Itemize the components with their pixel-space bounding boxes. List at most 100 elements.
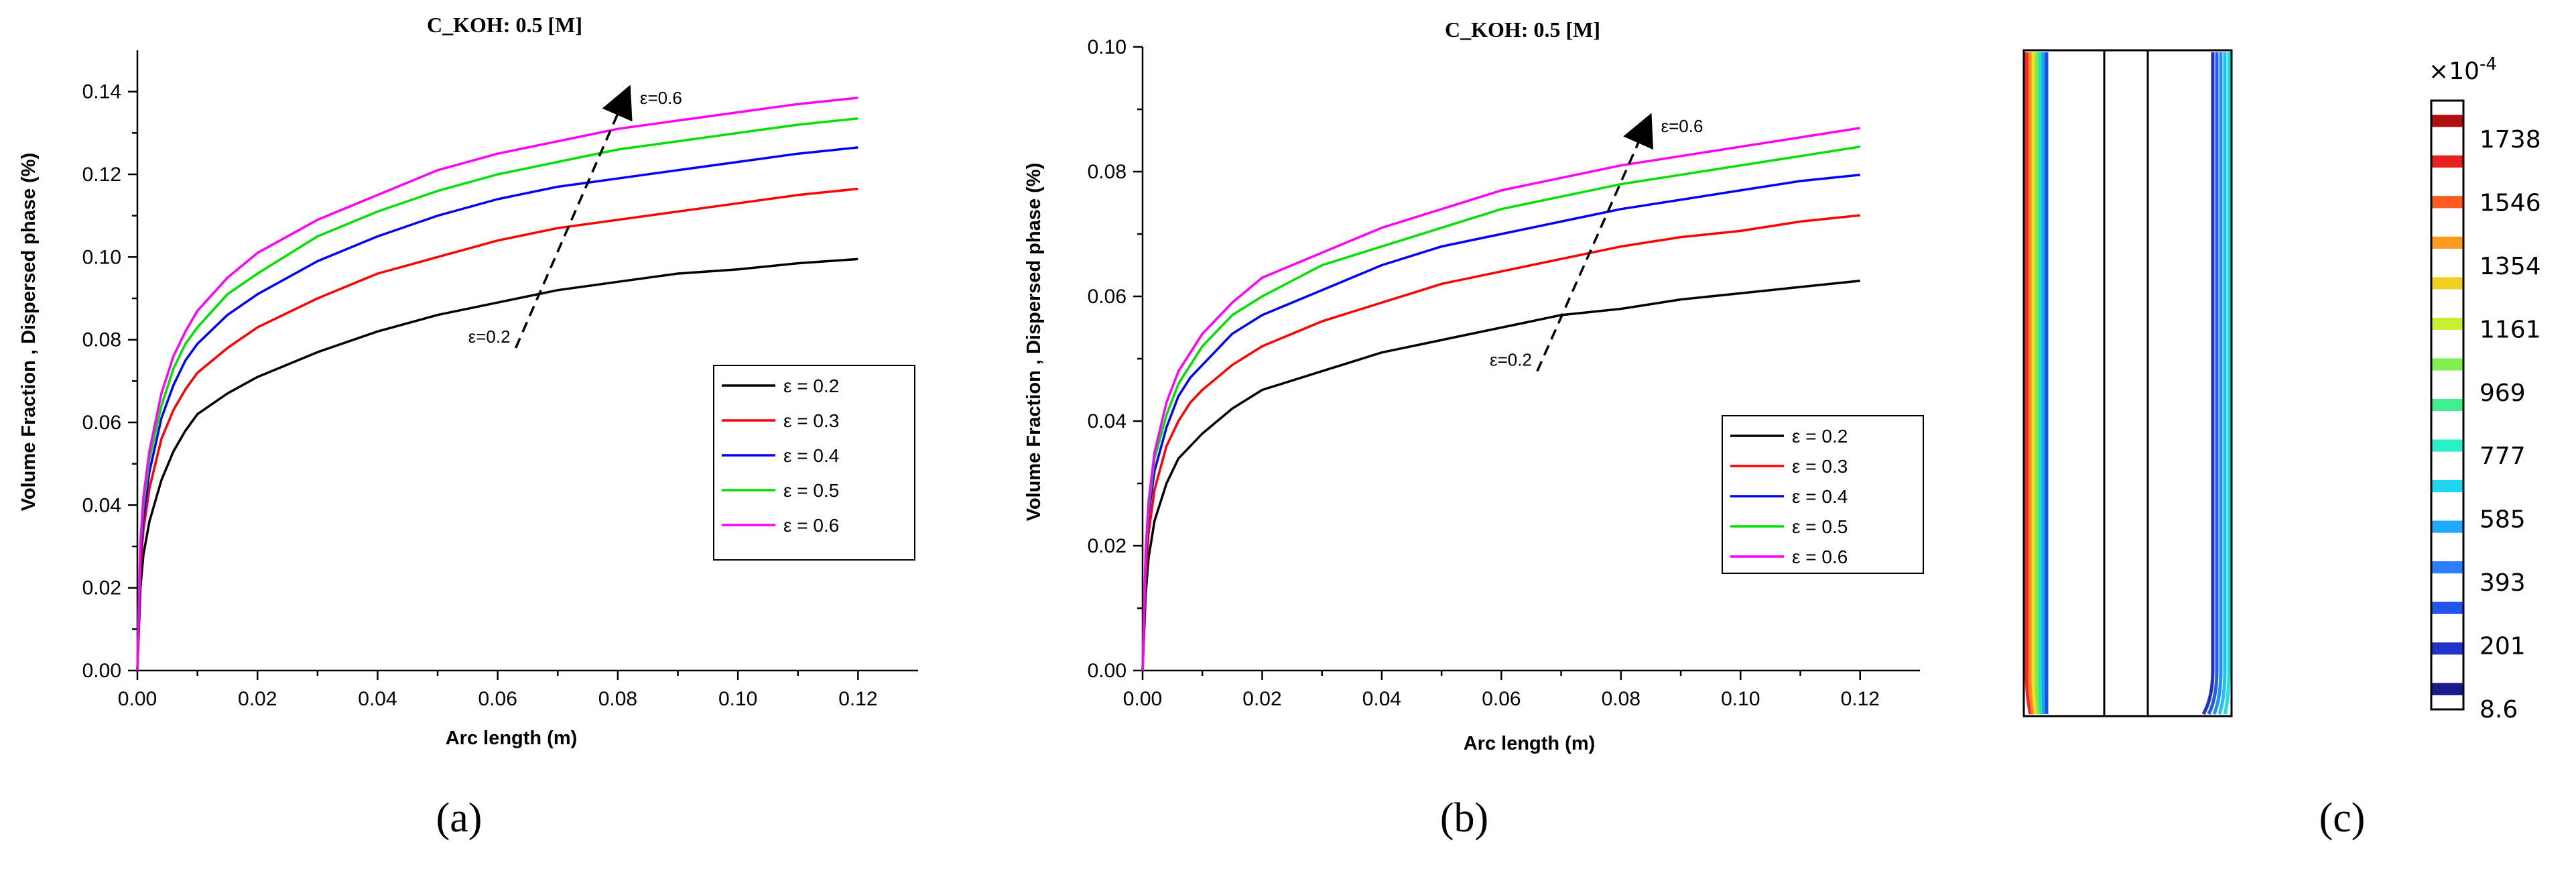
colorbar-band: [2431, 439, 2463, 452]
legend-label: ε = 0.3: [1792, 456, 1848, 477]
ticks: 0.00 0.02 0.04 0.06 0.08 0.10 0.12 0.00 0.02 0.04…: [1088, 36, 1880, 710]
legend-label: ε = 0.6: [783, 515, 839, 536]
colorbar-tick-label: 777: [2480, 443, 2526, 470]
colorbar-band: [2431, 236, 2463, 249]
colorbar: ×10-4 1738 1546 1354 1161 969 777 585 393 201 8.6: [2429, 54, 2541, 723]
contour-line: [2201, 52, 2215, 715]
contour-line: [2212, 52, 2223, 715]
contour-line: [2031, 52, 2038, 715]
colorbar-tick-label: 1546: [2480, 189, 2541, 217]
legend-label: ε = 0.5: [783, 480, 839, 501]
legend-label: ε = 0.2: [1792, 426, 1848, 447]
colorbar-band: [2431, 317, 2463, 331]
y-tick-label: 0.12: [82, 164, 121, 186]
y-tick-label: 0.04: [1088, 410, 1126, 432]
colorbar-tick-label: 1161: [2480, 316, 2541, 343]
y-axis-label: Volume Fraction , Dispersed phase (%): [1023, 163, 1045, 521]
ticks: 0.00 0.02 0.04 0.06 0.08 0.10 0.12 0.00 0.02 0.04…: [82, 81, 878, 710]
x-tick-label: 0.12: [1841, 688, 1880, 710]
x-tick-label: 0.02: [1242, 688, 1281, 710]
colorbar-band: [2431, 520, 2463, 533]
series-line: [136, 257, 858, 671]
x-tick-label: 0.00: [118, 688, 157, 710]
arrow-end-label: ε=0.6: [640, 88, 682, 108]
legend-label: ε = 0.4: [1792, 486, 1848, 507]
colorbar-band: [2431, 358, 2463, 371]
series-line: [136, 117, 858, 671]
y-tick-label: 0.10: [1088, 36, 1126, 58]
contour-plot: [2022, 49, 2233, 717]
chart-panel-a: C_KOH: 0.5 [M] Arc length (m) Volume Fra…: [18, 13, 918, 841]
series-line: [136, 146, 858, 671]
x-tick-label: 0.08: [1602, 688, 1640, 710]
chart-title: C_KOH: 0.5 [M]: [1445, 17, 1600, 42]
colorbar-band: [2431, 398, 2463, 412]
contour-line: [2024, 52, 2033, 715]
contour-line: [2207, 52, 2219, 715]
x-axis-label: Arc length (m): [1464, 733, 1596, 754]
x-axis-label: Arc length (m): [446, 728, 578, 749]
series-line: [1141, 127, 1861, 671]
y-tick-label: 0.04: [82, 494, 121, 516]
x-tick-label: 0.00: [1123, 688, 1162, 710]
x-tick-label: 0.10: [718, 688, 757, 710]
series-line: [136, 187, 858, 671]
y-tick-label: 0.02: [82, 577, 121, 599]
arrow-annotation: ε=0.2 ε=0.6: [468, 84, 682, 349]
x-tick-label: 0.06: [478, 688, 517, 710]
legend-label: ε = 0.4: [783, 445, 839, 466]
arrow-start-label: ε=0.2: [468, 327, 511, 347]
y-tick-label: 0.10: [82, 246, 121, 268]
series-line: [1141, 214, 1860, 671]
x-tick-label: 0.04: [1362, 688, 1401, 710]
colorbar-band: [2431, 561, 2463, 574]
y-tick-label: 0.14: [82, 81, 121, 103]
x-tick-label: 0.06: [1482, 688, 1521, 710]
colorbar-band: [2431, 196, 2463, 209]
colorbar-tick-label: 1354: [2480, 253, 2541, 280]
y-tick-label: 0.06: [82, 412, 121, 434]
colorbar-tick-label: 393: [2480, 569, 2526, 597]
colorbar-tick-label: 1738: [2480, 126, 2541, 154]
series-lines: [1141, 127, 1861, 671]
legend: ε = 0.2 ε = 0.3 ε = 0.4 ε = 0.5 ε = 0.6: [713, 365, 915, 561]
colorbar-band: [2431, 115, 2463, 127]
panel-label-c: (c): [2319, 795, 2366, 841]
colorbar-band: [2431, 683, 2463, 695]
chart-panel-b: C_KOH: 0.5 [M] Arc length (m) Volume Fra…: [1023, 17, 1924, 841]
x-tick-label: 0.02: [238, 688, 277, 710]
colorbar-exponent: ×10-4: [2429, 54, 2497, 85]
colorbar-tick-label: 8.6: [2480, 696, 2518, 723]
x-tick-label: 0.08: [598, 688, 637, 710]
contour-line: [2028, 52, 2035, 715]
colorbar-band: [2431, 642, 2463, 655]
y-tick-label: 0.02: [1088, 535, 1126, 557]
colorbar-tick-label: 969: [2480, 380, 2526, 407]
colorbar-band: [2431, 601, 2463, 614]
series-line: [1141, 146, 1861, 671]
arrow: [1536, 113, 1654, 372]
legend-label: ε = 0.2: [783, 375, 839, 396]
y-tick-label: 0.08: [82, 329, 121, 351]
x-tick-label: 0.04: [358, 688, 397, 710]
contour-line: [2223, 52, 2231, 715]
contour-panel-c: ×10-4 1738 1546 1354 1161 969 777 585 393 201 8.6…: [2022, 49, 2541, 841]
x-tick-label: 0.10: [1721, 688, 1760, 710]
x-tick-label: 0.12: [838, 688, 877, 710]
y-tick-label: 0.00: [82, 660, 121, 682]
axes: [136, 50, 918, 672]
series-line: [1141, 173, 1860, 671]
contour-line: [2217, 52, 2227, 715]
arrow-annotation: ε=0.2 ε=0.6: [1490, 113, 1703, 372]
legend: ε = 0.2 ε = 0.3 ε = 0.4 ε = 0.5 ε = 0.6: [1722, 415, 1924, 574]
y-tick-label: 0.08: [1088, 161, 1126, 183]
series-line: [136, 97, 858, 671]
contour-line: [2038, 52, 2043, 715]
contour-line: [2041, 52, 2046, 715]
legend-label: ε = 0.3: [783, 410, 839, 431]
legend-label: ε = 0.5: [1792, 516, 1848, 537]
colorbar-tick-label: 201: [2480, 633, 2526, 660]
legend-label: ε = 0.6: [1792, 546, 1848, 567]
chart-title: C_KOH: 0.5 [M]: [427, 13, 582, 37]
